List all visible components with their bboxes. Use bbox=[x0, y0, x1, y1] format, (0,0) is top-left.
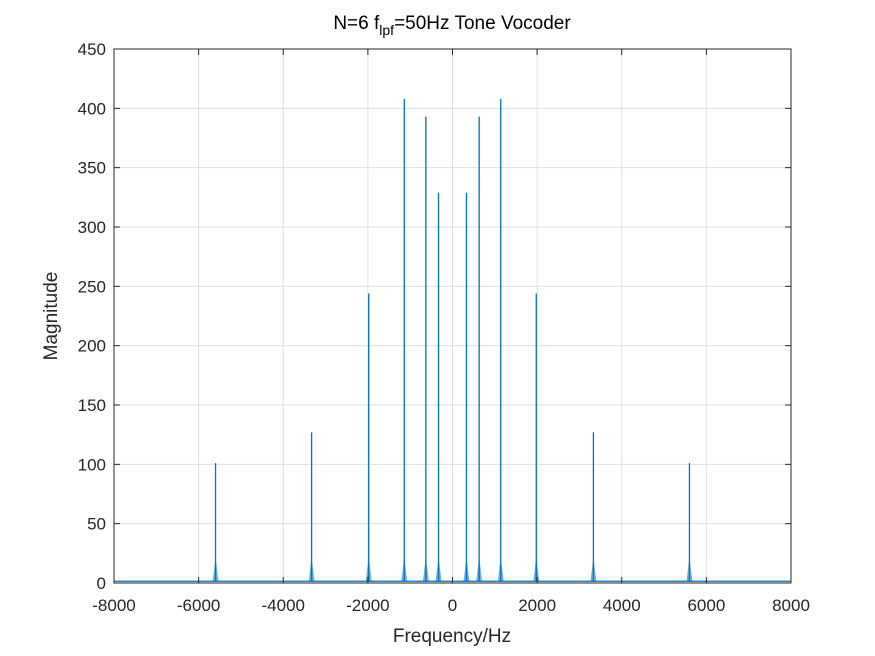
y-tick-label: 450 bbox=[78, 40, 106, 59]
y-axis-label: Magnitude bbox=[41, 272, 62, 361]
spectral-peak bbox=[422, 116, 429, 582]
y-tick-label: 250 bbox=[78, 277, 106, 296]
y-tick-label: 150 bbox=[78, 396, 106, 415]
y-tick-label: 300 bbox=[78, 218, 106, 237]
x-tick-label: 4000 bbox=[603, 596, 641, 615]
y-tick-label: 200 bbox=[78, 337, 106, 356]
y-tick-label: 350 bbox=[78, 159, 106, 178]
y-tick-label: 50 bbox=[87, 515, 106, 534]
title-subscript: lpf bbox=[379, 22, 394, 38]
x-tick-label: 0 bbox=[448, 596, 457, 615]
title-prefix: N=6 f bbox=[333, 13, 380, 34]
spectral-peak bbox=[365, 293, 372, 582]
tick-labels: -8000 -6000 -4000 -2000 0 2000 4000 6000 8000 0 50… bbox=[78, 40, 810, 615]
spectral-peak bbox=[533, 293, 540, 582]
ticks bbox=[113, 48, 792, 584]
x-tick-label: -6000 bbox=[177, 596, 220, 615]
x-tick-label: -8000 bbox=[92, 596, 135, 615]
x-tick-label: -4000 bbox=[262, 596, 305, 615]
x-tick-label: 2000 bbox=[518, 596, 556, 615]
y-tick-label: 100 bbox=[78, 455, 106, 474]
spectral-peak bbox=[476, 116, 483, 582]
spectral-peak bbox=[401, 98, 408, 582]
chart-title: N=6 flpf=50Hz Tone Vocoder bbox=[333, 13, 571, 38]
spectral-peak bbox=[463, 192, 470, 582]
x-axis-label: Frequency/Hz bbox=[393, 626, 511, 647]
y-tick-label: 400 bbox=[78, 99, 106, 118]
spectral-peak bbox=[435, 192, 442, 582]
spectral-peak bbox=[212, 463, 219, 582]
spectral-peak bbox=[590, 432, 597, 582]
spectral-peak bbox=[308, 432, 315, 582]
spectral-peak bbox=[686, 463, 693, 582]
spectral-peak bbox=[497, 98, 504, 582]
x-tick-label: -2000 bbox=[346, 596, 389, 615]
x-tick-label: 8000 bbox=[772, 596, 810, 615]
x-tick-label: 6000 bbox=[687, 596, 725, 615]
y-tick-label: 0 bbox=[97, 574, 106, 593]
data-series bbox=[114, 98, 791, 582]
title-suffix: =50Hz Tone Vocoder bbox=[394, 13, 571, 34]
